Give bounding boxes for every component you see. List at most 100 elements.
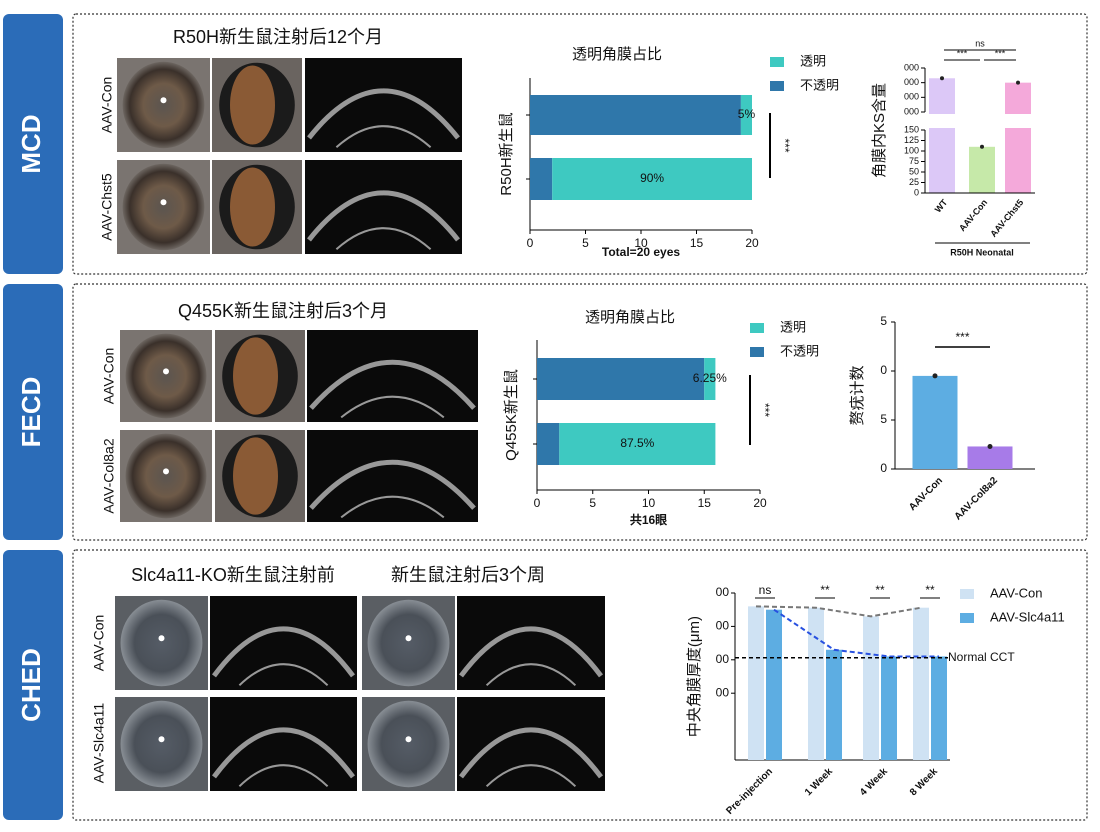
bar <box>863 616 879 760</box>
oct-image <box>210 596 357 690</box>
legend-swatch <box>750 347 764 357</box>
photo <box>362 697 455 791</box>
x-tick-label: 20 <box>745 236 759 250</box>
panel-box <box>72 549 1088 821</box>
oct-lens <box>335 227 432 251</box>
legend-label: 不透明 <box>780 343 819 358</box>
eye-highlight <box>405 635 412 642</box>
y-tick-label: 00 <box>716 585 730 599</box>
photo <box>307 330 478 422</box>
bar <box>967 446 1013 469</box>
panel-tab <box>3 14 63 274</box>
photo <box>305 160 462 254</box>
oct-cornea <box>309 359 476 410</box>
oct-image <box>307 330 478 422</box>
eye-globe <box>120 599 203 687</box>
legend-label: 透明 <box>800 53 826 68</box>
x-axis-label: 共16眼 <box>630 512 667 527</box>
eye-iris <box>233 437 278 515</box>
x-tick-label: 4 Week <box>858 766 890 798</box>
y-tick-label: 75 <box>909 156 919 166</box>
y-tick-label: 000 <box>904 92 919 102</box>
y-tick-label: 0 <box>914 187 919 197</box>
x-tick-label: WT <box>933 197 950 215</box>
oct-image <box>457 596 605 690</box>
x-tick-label: 1 Week <box>803 766 835 798</box>
panel-title: R50H新生鼠注射后12个月 <box>173 27 383 47</box>
x-tick-label: 0 <box>534 496 541 510</box>
oct-image <box>210 697 357 791</box>
eye-globe <box>120 700 203 788</box>
reference-label: Normal CCT <box>948 650 1015 664</box>
photo <box>115 697 208 791</box>
oct-lens <box>335 125 432 149</box>
photo <box>210 596 357 690</box>
y-tick-label: 100 <box>904 145 919 155</box>
x-tick-label: AAV-Chst5 <box>988 197 1025 239</box>
legend-label: 透明 <box>780 319 806 334</box>
y-axis-label: 角膜内KS含量 <box>871 83 888 178</box>
eye-highlight <box>158 736 165 743</box>
bar-dot <box>1016 80 1020 85</box>
legend-swatch <box>770 57 784 67</box>
x-tick-label: 20 <box>753 496 767 510</box>
oct-image <box>307 430 478 522</box>
panel-title: 新生鼠注射后3个周 <box>391 565 545 585</box>
photo <box>210 697 357 791</box>
bar <box>912 375 958 469</box>
y-tick-label: 5 <box>880 314 887 328</box>
oct-image <box>305 58 462 152</box>
bar-dot <box>987 443 993 449</box>
chart-title: 透明角膜占比 <box>572 46 662 63</box>
bar-segment <box>740 95 752 135</box>
y-tick-label: 25 <box>909 177 919 187</box>
bar-segment <box>559 423 716 465</box>
x-tick-label: 10 <box>642 496 656 510</box>
photo <box>307 430 478 522</box>
group-label: R50H Neonatal <box>950 247 1014 257</box>
oct-image <box>305 160 462 254</box>
chart-title: 透明角膜占比 <box>585 309 675 326</box>
significance: *** <box>955 330 969 344</box>
photo <box>117 160 210 254</box>
row-label: AAV-Con <box>91 615 107 672</box>
y-axis-label: Q455K新生鼠 <box>503 369 520 461</box>
eye-iris <box>230 65 275 145</box>
oct-cornea <box>307 88 460 140</box>
photo <box>457 697 605 791</box>
bar-segment <box>704 358 716 400</box>
photo <box>362 596 455 690</box>
significance: ** <box>925 583 935 597</box>
significance: ns <box>975 38 985 48</box>
y-tick-label: 150 <box>904 124 919 134</box>
panel-tab <box>3 284 63 540</box>
data-label: 90% <box>640 171 664 185</box>
row-label: AAV-Chst5 <box>99 173 115 241</box>
y-tick-label: 000 <box>904 77 919 87</box>
panel-label: MCD <box>16 114 46 173</box>
bar <box>969 146 995 193</box>
y-axis-label: R50H新生鼠 <box>498 112 515 195</box>
row-label: AAV-Con <box>99 77 115 134</box>
y-tick-label: 00 <box>716 652 730 666</box>
bar <box>808 607 824 760</box>
oct-cornea <box>309 459 476 510</box>
bar <box>826 649 842 760</box>
photo <box>117 58 210 152</box>
y-tick-label: 5 <box>880 412 887 426</box>
data-label: 6.25% <box>693 371 727 385</box>
bar-dot <box>932 373 938 379</box>
oct-lens <box>485 663 577 687</box>
eye-highlight <box>158 635 165 642</box>
bar <box>931 656 947 760</box>
bar <box>913 607 929 760</box>
eye-globe <box>125 433 207 519</box>
eye-globe <box>367 700 450 788</box>
eye-iris <box>230 167 275 247</box>
bar-segment <box>530 95 741 135</box>
oct-lens <box>340 495 445 519</box>
photo <box>120 330 212 422</box>
significance: *** <box>957 48 968 58</box>
eye-highlight <box>163 368 169 375</box>
